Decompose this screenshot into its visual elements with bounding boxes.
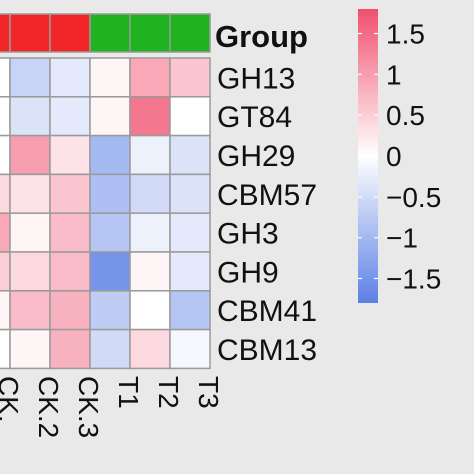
row-label-CBM41: CBM41 [217, 295, 317, 328]
heatmap-cell-CBM13-CK.2 [9, 328, 51, 370]
heatmap-cell-GH3-T3 [169, 212, 211, 253]
heatmap-cell-CBM41-T1 [89, 290, 131, 331]
heatmap-cell-GT84-CK.3 [49, 96, 91, 137]
heatmap-cell-GH3-CK.2 [9, 212, 51, 253]
heatmap-cell-GH29-T2 [129, 134, 171, 176]
heatmap-cell-GT84-CK.1 [0, 96, 11, 137]
heatmap-cell-GT84-CK.2 [9, 96, 51, 137]
colorbar-tick-label-1: 1 [386, 59, 402, 90]
group-cell-CK.2 [9, 13, 51, 53]
heatmap-cell-CBM13-CK.3 [49, 328, 91, 370]
heatmap-cells [0, 57, 211, 370]
row-label-CBM57: CBM57 [217, 179, 317, 212]
heatmap-cell-GH3-T2 [129, 212, 171, 253]
row-label-GH29: GH29 [217, 140, 295, 173]
heatmap-cell-GH3-CK.1 [0, 212, 11, 253]
heatmap-cell-GH9-CK.2 [9, 251, 51, 292]
heatmap-cell-GH13-T1 [89, 57, 131, 98]
column-label-CK.3: CK.3 [73, 376, 104, 438]
heatmap-cell-GH13-T3 [169, 57, 211, 98]
heatmap-cell-CBM57-T2 [129, 173, 171, 214]
heatmap-cell-GH29-CK.1 [0, 134, 11, 176]
heatmap-cell-GH29-T3 [169, 134, 211, 176]
row-labels: GH13 GT84 GH29 CBM57 GH3 GH9 CBM41 CBM13 [217, 62, 317, 367]
column-label-T3: T3 [193, 376, 224, 409]
group-cell-T3 [169, 13, 211, 53]
group-annotation-bar [0, 13, 211, 53]
column-label-CK.1: CK. [0, 376, 24, 423]
colorbar-tick-label-6: −1.5 [386, 264, 441, 295]
heatmap-cell-CBM57-T3 [169, 173, 211, 214]
heatmap-cell-GH3-T1 [89, 212, 131, 253]
heatmap-cell-GH9-CK.1 [0, 251, 11, 292]
column-label-CK.2: CK.2 [33, 376, 64, 438]
column-labels: CK. CK.2 CK.3 T1 T2 T3 [0, 376, 224, 438]
heatmap-cell-GH9-CK.3 [49, 251, 91, 292]
colorbar-tick-label-3: 0 [386, 141, 402, 172]
heatmap-cell-CBM57-CK.2 [9, 173, 51, 214]
column-label-T2: T2 [153, 376, 184, 409]
heatmap-cell-GH29-CK.3 [49, 134, 91, 176]
row-label-GH13: GH13 [217, 62, 295, 95]
heatmap-cell-CBM57-T1 [89, 173, 131, 214]
colorbar [358, 9, 378, 303]
colorbar-tick-label-5: −1 [386, 223, 418, 254]
heatmap-cell-GT84-T3 [169, 96, 211, 137]
heatmap-cell-GH13-CK.2 [9, 57, 51, 98]
heatmap-cell-GH9-T1 [89, 251, 131, 292]
heatmap-cell-GH29-T1 [89, 134, 131, 176]
heatmap-cell-CBM41-T3 [169, 290, 211, 331]
row-label-GH3: GH3 [217, 218, 279, 251]
heatmap-cell-CBM13-T1 [89, 328, 131, 370]
heatmap-cell-GH13-CK.1 [0, 57, 11, 98]
group-legend-title: Group [215, 19, 308, 54]
heatmap-cell-CBM57-CK.3 [49, 173, 91, 214]
heatmap-cell-GT84-T2 [129, 96, 171, 137]
group-cell-CK.1 [0, 13, 11, 53]
heatmap-cell-CBM41-T2 [129, 290, 171, 331]
colorbar-tick-label-2: 0.5 [386, 100, 425, 131]
heatmap-cell-CBM13-CK.1 [0, 328, 11, 370]
row-label-GT84: GT84 [217, 101, 292, 134]
colorbar-tick-label-0: 1.5 [386, 19, 425, 50]
group-cell-T1 [89, 13, 131, 53]
heatmap-cell-GH13-T2 [129, 57, 171, 98]
heatmap-cell-GT84-T1 [89, 96, 131, 137]
heatmap-cell-GH29-CK.2 [9, 134, 51, 176]
heatmap-cell-GH9-T2 [129, 251, 171, 292]
heatmap-cell-CBM41-CK.2 [9, 290, 51, 331]
row-label-GH9: GH9 [217, 256, 279, 289]
row-label-CBM13: CBM13 [217, 334, 317, 367]
heatmap-cell-GH9-T3 [169, 251, 211, 292]
heatmap-cell-GH13-CK.3 [49, 57, 91, 98]
group-cell-CK.3 [49, 13, 91, 53]
colorbar-tick-label-4: −0.5 [386, 182, 441, 213]
heatmap-cell-CBM13-T2 [129, 328, 171, 370]
heatmap-cell-CBM57-CK.1 [0, 173, 11, 214]
heatmap-cell-GH3-CK.3 [49, 212, 91, 253]
group-cell-T2 [129, 13, 171, 53]
heatmap-cell-CBM41-CK.1 [0, 290, 11, 331]
heatmap-cell-CBM41-CK.3 [49, 290, 91, 331]
column-label-T1: T1 [113, 376, 144, 409]
colorbar-ticks: 1.5 1 0.5 0 −0.5 −1 −1.5 [358, 19, 441, 295]
heatmap-cell-CBM13-T3 [169, 328, 211, 370]
